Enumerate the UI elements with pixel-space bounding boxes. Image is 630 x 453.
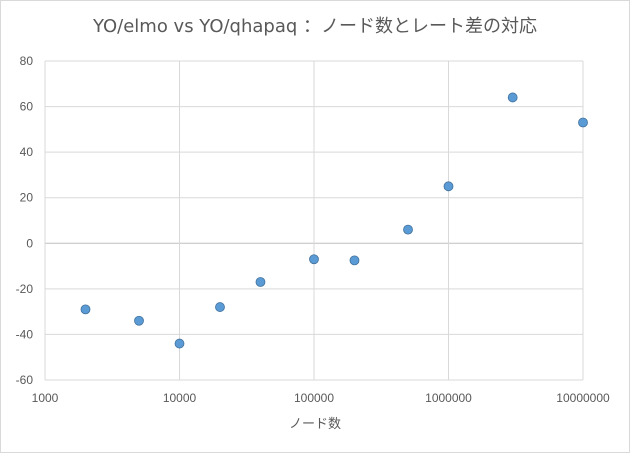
data-point: [507, 92, 518, 103]
y-tick-label: 80: [20, 54, 34, 68]
x-tick-label: 1000000: [425, 391, 472, 405]
data-point: [174, 338, 185, 349]
y-tick-label: 20: [20, 191, 34, 205]
x-axis-ticks: 1000 10000 100000 1000000 10000000: [32, 391, 610, 405]
x-tick-label: 10000: [163, 391, 197, 405]
y-axis-ticks: 80 60 40 20 0 -20 -40 -60: [16, 54, 34, 387]
grid-lines: [44, 60, 584, 381]
y-tick-label: -60: [16, 373, 34, 387]
data-point: [403, 224, 413, 235]
data-point: [134, 315, 144, 326]
data-point: [443, 181, 454, 192]
data-point: [309, 254, 319, 265]
y-tick-label: -40: [16, 327, 34, 341]
chart-title: YO/elmo vs YO/qhapaq ：ノード数とレート差の対応: [92, 16, 537, 37]
y-tick-label: 0: [26, 236, 33, 250]
x-tick-label: 1000: [32, 391, 59, 405]
y-tick-label: -20: [16, 282, 34, 296]
data-point: [255, 277, 266, 287]
x-tick-label: 100000: [294, 391, 334, 405]
data-point: [80, 304, 91, 315]
y-tick-label: 40: [20, 145, 34, 159]
y-tick-label: 60: [20, 100, 34, 114]
x-axis-label: ノード数: [289, 417, 341, 432]
x-tick-label: 10000000: [556, 391, 610, 405]
data-point: [215, 302, 225, 312]
data-points: [80, 92, 588, 349]
data-point: [578, 117, 588, 128]
data-point: [349, 255, 360, 266]
